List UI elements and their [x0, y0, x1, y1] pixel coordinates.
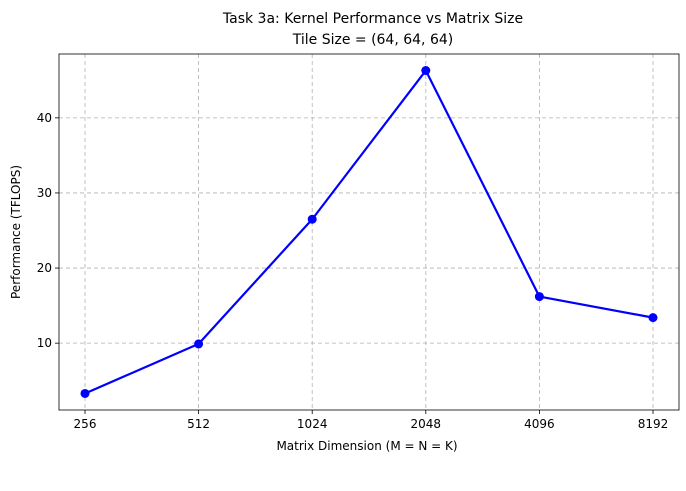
- plot-frame: [58, 53, 680, 411]
- x-axis-ticks: 256 512 1024 2048 4096 8192: [74, 410, 669, 431]
- grid-lines: [59, 54, 679, 410]
- y-axis-ticks: 10 20 30 40: [37, 111, 59, 350]
- x-tick-label: 1024: [297, 417, 328, 431]
- y-tick-label: 10: [37, 336, 52, 350]
- data-point: [421, 66, 431, 76]
- y-tick-label: 40: [37, 111, 52, 125]
- data-point: [194, 339, 204, 349]
- x-tick-label: 256: [74, 417, 97, 431]
- series-line: [84, 69, 654, 395]
- data-point: [307, 214, 317, 224]
- data-point: [648, 313, 658, 323]
- data-point: [80, 388, 90, 398]
- y-tick-label: 30: [37, 186, 52, 200]
- x-tick-label: 8192: [638, 417, 669, 431]
- series-layer: [80, 66, 658, 398]
- x-axis-label: Matrix Dimension (M = N = K): [276, 439, 457, 453]
- x-tick-label: 2048: [411, 417, 442, 431]
- chart-subtitle: Tile Size = (64, 64, 64): [292, 32, 454, 48]
- y-axis-label: Performance (TFLOPS): [9, 165, 23, 299]
- chart-title: Task 3a: Kernel Performance vs Matrix Si…: [222, 11, 523, 27]
- y-tick-label: 20: [37, 261, 52, 275]
- data-point: [534, 292, 544, 302]
- x-tick-label: 4096: [524, 417, 555, 431]
- x-tick-label: 512: [187, 417, 210, 431]
